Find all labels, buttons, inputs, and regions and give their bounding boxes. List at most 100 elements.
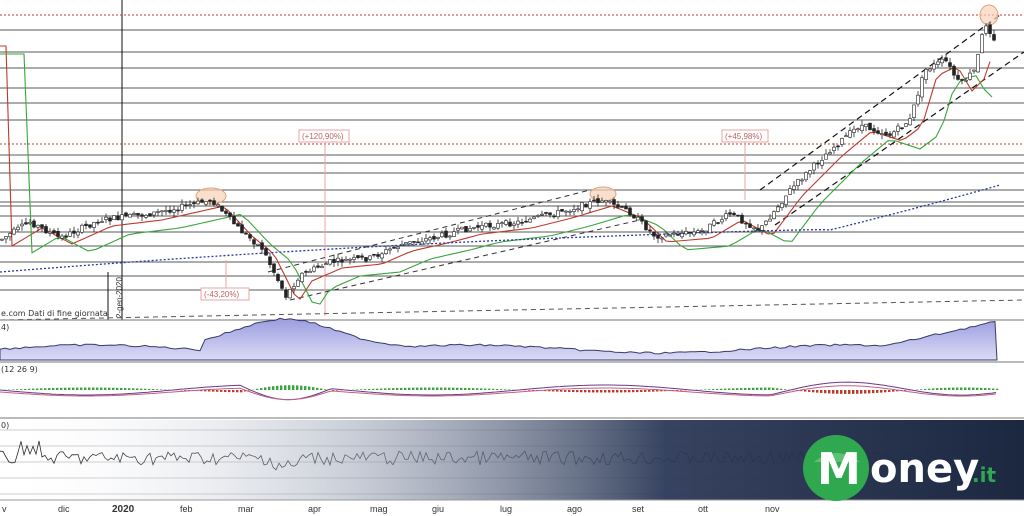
x-tick-5: apr [308,504,321,514]
macd-bar [308,386,311,390]
volume-area-panel [0,317,998,361]
candle-48 [192,200,196,209]
macd-bar [504,389,507,390]
macd-bar [808,390,811,392]
macd-bar [640,390,643,393]
candle-118 [472,226,476,230]
macd-bar [24,388,27,390]
candle-9 [36,224,40,232]
x-tick-11: ott [698,504,709,514]
macd-bar [416,387,419,390]
candle-145 [580,201,584,214]
candle-12 [48,228,52,237]
macd-bar [136,388,139,390]
macd-bar [112,387,115,390]
macd-bar [572,390,575,393]
candle-83 [332,254,336,267]
candle-194 [776,204,780,213]
macd-bar [120,387,123,390]
macd-bar [64,387,67,390]
annotation-box-3 [721,129,769,143]
candle-205 [820,156,824,170]
candle-60 [240,220,244,234]
candle-184 [736,214,740,218]
candle-20 [80,223,84,235]
macd-bar [52,387,55,390]
candle-113 [452,227,456,238]
candle-155 [620,205,624,208]
candle-10 [40,224,44,233]
macd-bar [392,388,395,390]
macd-bar [820,390,823,393]
macd-bar [156,389,159,390]
candle-213 [852,125,856,138]
macd-bar [148,388,151,390]
candle-13 [52,228,56,234]
candle-65 [260,239,264,255]
annotation-box-1 [298,129,350,143]
macd-bar [564,390,567,392]
macd-bar [656,390,659,392]
macd-bar [268,386,271,390]
macd-bar [928,388,931,390]
macd-bar [860,390,863,394]
candle-92 [368,255,372,262]
candle-200 [800,178,804,185]
macd-bar [500,389,503,390]
candle-127 [508,218,512,228]
candle-201 [804,171,808,182]
macd-bar [848,390,851,394]
candle-70 [280,280,284,291]
macd-bar [12,389,15,390]
macd-bar [936,388,939,390]
candle-87 [348,257,352,265]
candle-86 [344,256,348,261]
macd-bar [568,390,571,392]
x-tick-10: set [632,504,645,514]
macd-panel [0,381,999,401]
candle-82 [328,259,332,266]
macd-bar [444,387,447,390]
macd-bar [476,388,479,390]
candle-43 [172,205,176,217]
macd-bar [276,385,279,390]
macd-bar [932,388,935,390]
candle-215 [860,120,864,134]
candle-63 [252,237,256,249]
candle-121 [484,222,488,228]
macd-bar [940,387,943,390]
macd-bar [880,390,883,393]
candle-36 [144,213,148,220]
candle-227 [908,113,912,126]
macd-bar [676,390,679,391]
macd-bar [532,390,535,391]
candle-64 [256,243,260,247]
macd-bar [480,388,483,390]
macd-bar [872,390,875,394]
candle-232 [928,68,932,73]
candle-147 [588,198,592,213]
candle-141 [564,210,568,216]
macd-bar [76,387,79,390]
candle-74 [296,277,300,287]
macd-bar [800,390,803,392]
annotation-box-2 [200,287,250,301]
candle-34 [136,213,140,219]
macd-bar [576,390,579,393]
candle-172 [688,231,692,238]
candle-28 [112,215,116,220]
candle-1 [4,236,8,244]
candle-190 [760,225,764,235]
macd-bar [776,388,779,390]
candle-52 [208,199,212,206]
date-marker-line: 2-gen-2020 [107,0,124,320]
candle-47 [188,200,192,209]
candle-124 [496,219,500,230]
macd-bar [204,390,207,392]
candle-136 [544,211,548,217]
macd-bar [408,387,411,390]
candle-2 [8,232,12,241]
candle-204 [816,160,820,169]
macd-bar [816,390,819,393]
candle-192 [768,214,772,222]
